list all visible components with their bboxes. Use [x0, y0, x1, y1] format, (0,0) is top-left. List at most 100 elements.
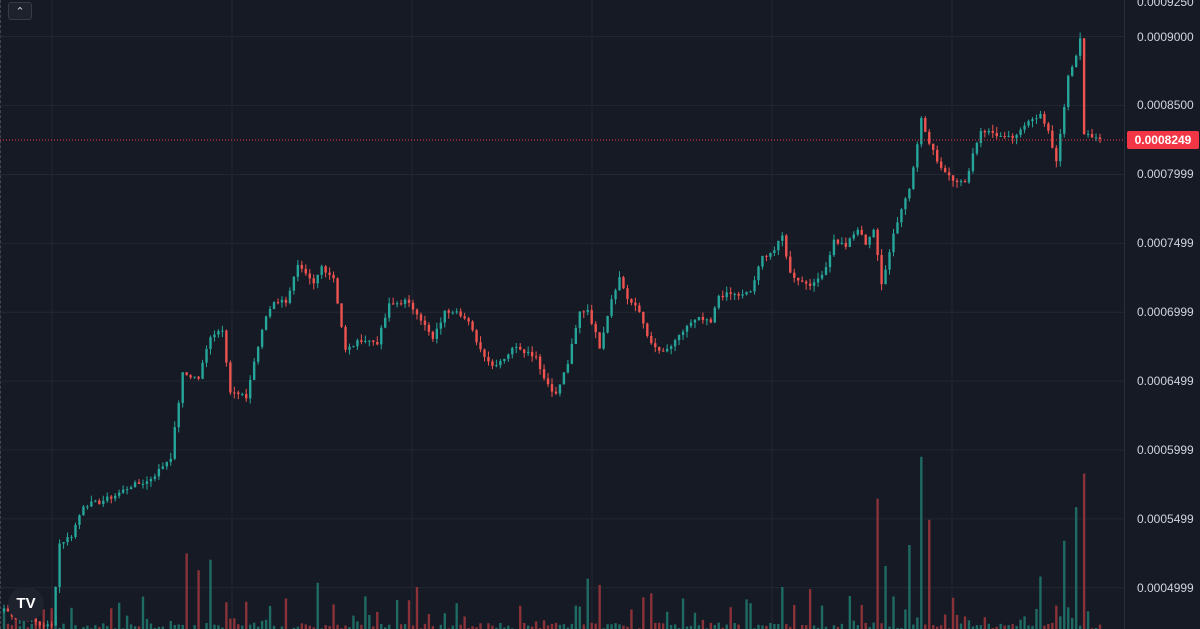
candle-body — [534, 356, 538, 358]
volume-bar — [693, 612, 697, 629]
candle-body — [225, 330, 228, 363]
candle-body — [1011, 135, 1014, 139]
volume-bar — [530, 626, 534, 629]
candle-body — [1015, 134, 1018, 139]
candle-body — [721, 295, 724, 298]
volume-bar — [642, 597, 645, 629]
candle-body — [411, 302, 415, 310]
candle-body — [169, 458, 172, 462]
candlestick-chart[interactable] — [0, 0, 1124, 629]
volume-bar — [820, 605, 824, 629]
candle-body — [920, 118, 923, 145]
candle-body — [479, 342, 482, 350]
candle-body — [340, 303, 343, 327]
volume-bar — [888, 626, 891, 629]
volume-bar — [62, 623, 65, 629]
candle-body — [1051, 130, 1054, 148]
candle-body — [241, 393, 244, 395]
candle-body — [614, 290, 617, 300]
volume-bar — [1051, 622, 1054, 629]
candle-body — [884, 269, 887, 285]
candle-body — [896, 222, 899, 234]
candle-body — [737, 293, 740, 296]
volume-bar — [697, 625, 701, 629]
volume-bar — [102, 623, 105, 629]
volume-bar — [58, 627, 61, 629]
candle-body — [1094, 137, 1098, 139]
candle-body — [840, 242, 844, 244]
candle-body — [272, 302, 276, 309]
candle-body — [213, 334, 216, 338]
volume-bar — [10, 625, 14, 629]
candle-body — [812, 282, 816, 286]
candle-body — [467, 318, 470, 322]
volume-bar — [141, 596, 145, 629]
candle-body — [280, 299, 284, 303]
volume-bar — [566, 627, 570, 629]
volume-bar — [999, 623, 1002, 629]
candle-body — [201, 362, 204, 379]
tradingview-logo[interactable]: TV — [8, 587, 44, 621]
candle-body — [110, 496, 113, 499]
candle-body — [578, 311, 581, 329]
volume-bar — [606, 624, 609, 629]
price-axis[interactable]: 0.0009250 0.0009000 0.0008500 0.0007999 0.0… — [1124, 0, 1200, 629]
volume-bar — [713, 625, 717, 629]
candle-body — [661, 350, 665, 352]
candle-body — [380, 327, 383, 345]
candle-body — [316, 274, 319, 284]
candle-body — [773, 250, 776, 254]
candle-body — [642, 311, 645, 324]
volume-bar — [328, 626, 331, 629]
collapse-button[interactable]: ⌃ — [8, 2, 32, 20]
candle-body — [860, 229, 863, 235]
candle-body — [1003, 136, 1006, 138]
candle-body — [971, 153, 975, 172]
candle-body — [102, 500, 105, 505]
volume-bar — [252, 622, 256, 629]
candle-body — [6, 608, 10, 612]
volume-bar — [443, 613, 446, 629]
volume-bar — [387, 624, 391, 629]
volume-bar — [1098, 624, 1102, 629]
candle-body — [233, 392, 236, 394]
price-tick-label: 0.0005999 — [1137, 443, 1194, 457]
price-tick-label: 0.0004999 — [1137, 580, 1194, 595]
volume-bar — [971, 626, 975, 629]
candle-body — [991, 130, 994, 134]
candle-body — [507, 354, 510, 359]
candle-body — [463, 316, 466, 319]
candle-body — [789, 256, 792, 273]
candle-body — [928, 131, 931, 144]
volume-bar — [1023, 616, 1026, 629]
candle-body — [777, 240, 780, 251]
volume-bar — [157, 626, 161, 629]
volume-bar — [892, 596, 895, 629]
volume-bar — [951, 597, 955, 629]
volume-bar — [546, 625, 550, 629]
volume-bar — [137, 626, 141, 629]
volume-bar — [507, 625, 510, 629]
volume-bar — [733, 623, 736, 629]
volume-bar — [129, 624, 133, 629]
volume-bar — [193, 625, 196, 629]
volume-bar — [558, 624, 562, 629]
candle-body — [372, 340, 375, 342]
candle-body — [260, 329, 264, 347]
candle-body — [356, 340, 359, 347]
volume-bar — [125, 615, 129, 629]
candle-body — [594, 323, 597, 333]
candle-body — [1086, 133, 1090, 135]
volume-bar — [618, 624, 621, 629]
volume-bar — [106, 626, 109, 629]
candle-body — [487, 356, 490, 362]
volume-bar — [415, 587, 419, 629]
candle-body — [566, 363, 570, 373]
volume-bar — [384, 627, 387, 629]
candle-body — [435, 328, 439, 339]
volume-bar — [352, 615, 355, 629]
volume-bar — [836, 626, 840, 629]
volume-bar — [924, 624, 927, 629]
volume-bar — [955, 614, 959, 629]
candle-body — [1023, 125, 1026, 130]
